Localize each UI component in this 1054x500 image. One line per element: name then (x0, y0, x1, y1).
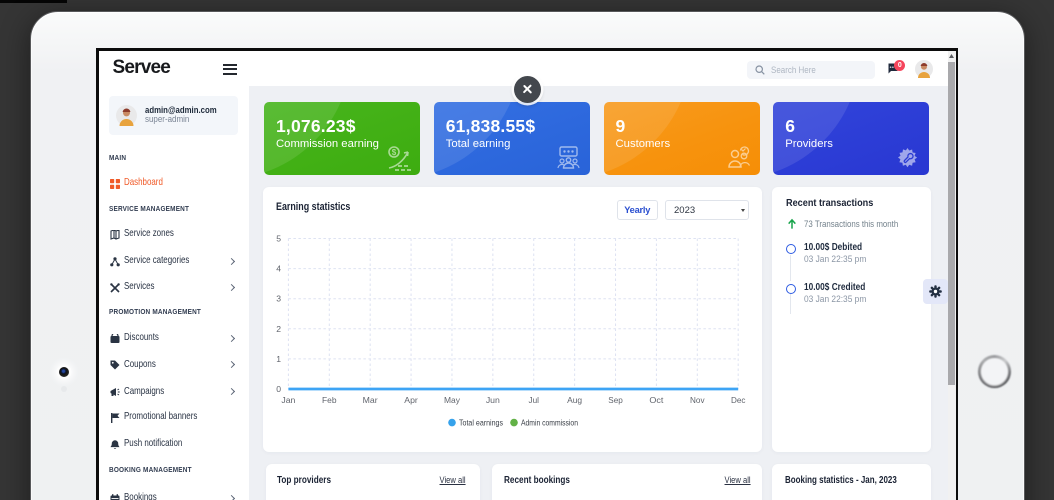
svg-text:Total earnings: Total earnings (459, 418, 503, 428)
svg-text:Jun: Jun (486, 395, 500, 405)
svg-text:Jan: Jan (281, 395, 295, 405)
svg-text:Admin commission: Admin commission (521, 418, 578, 428)
svg-text:Jul: Jul (528, 395, 539, 405)
svg-text:$: $ (392, 148, 397, 157)
svg-text:Nov: Nov (690, 395, 705, 405)
svg-text:5: 5 (276, 234, 281, 244)
svg-text:Mar: Mar (363, 395, 378, 405)
svg-text:Sep: Sep (608, 395, 623, 405)
svg-text:Aug: Aug (567, 395, 582, 405)
svg-text:4: 4 (276, 264, 281, 274)
svg-text:0: 0 (276, 384, 281, 394)
svg-text:Apr: Apr (404, 395, 418, 405)
svg-text:2: 2 (276, 324, 281, 334)
svg-text:Feb: Feb (322, 395, 337, 405)
svg-text:Dec: Dec (731, 395, 746, 405)
svg-text:3: 3 (276, 294, 281, 304)
svg-text:1: 1 (276, 354, 281, 364)
svg-text:Oct: Oct (649, 395, 664, 405)
svg-text:May: May (444, 395, 461, 405)
